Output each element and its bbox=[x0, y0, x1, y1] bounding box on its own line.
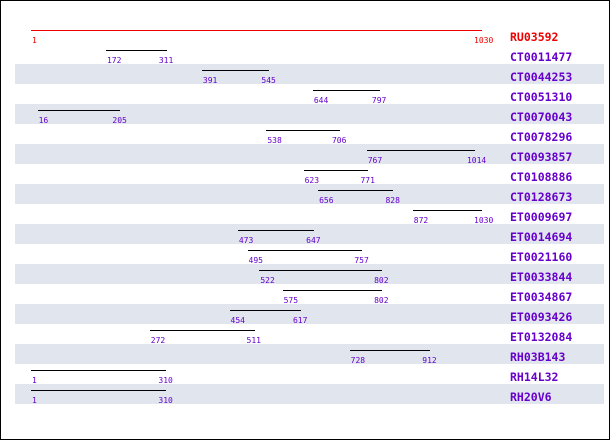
start-position: 728 bbox=[350, 356, 366, 365]
alignment-line bbox=[229, 310, 301, 311]
sequence-label[interactable]: CT0011477 bbox=[510, 50, 573, 64]
alignment-line bbox=[105, 50, 167, 51]
row-stripe bbox=[15, 144, 604, 164]
alignment-line bbox=[201, 70, 270, 71]
alignment-line bbox=[318, 190, 394, 191]
start-position: 391 bbox=[202, 76, 218, 85]
sequence-label[interactable]: CT0051310 bbox=[510, 90, 573, 104]
reference-sequence-label[interactable]: RU03592 bbox=[510, 30, 559, 44]
alignment-line bbox=[412, 210, 482, 211]
end-position: 310 bbox=[158, 376, 173, 385]
alignment-line bbox=[303, 170, 369, 171]
row-stripe bbox=[15, 64, 604, 84]
start-position: 575 bbox=[283, 296, 299, 305]
start-position: 473 bbox=[238, 236, 254, 245]
row-stripe bbox=[15, 344, 604, 364]
start-position: 172 bbox=[106, 56, 122, 65]
sequence-label[interactable]: CT0108886 bbox=[510, 170, 573, 184]
end-position: 545 bbox=[261, 76, 276, 85]
end-position: 912 bbox=[422, 356, 437, 365]
start-position: 1 bbox=[32, 36, 37, 45]
alignment-line bbox=[37, 110, 121, 111]
sequence-label[interactable]: ET0034867 bbox=[510, 290, 573, 304]
sequence-label[interactable]: ET0021160 bbox=[510, 250, 573, 264]
start-position: 454 bbox=[230, 316, 245, 325]
reference-line bbox=[31, 30, 482, 31]
sequence-label[interactable]: CT0093857 bbox=[510, 150, 573, 164]
sequence-label[interactable]: RH14L32 bbox=[510, 370, 559, 384]
end-position: 647 bbox=[306, 236, 321, 245]
alignment-line bbox=[149, 330, 255, 331]
start-position: 623 bbox=[304, 176, 320, 185]
row-stripe bbox=[15, 104, 604, 124]
alignment-line bbox=[259, 270, 383, 271]
alignment-line bbox=[247, 250, 363, 251]
start-position: 16 bbox=[38, 116, 49, 125]
alignment-line bbox=[31, 390, 167, 391]
end-position: 1030 bbox=[474, 36, 494, 45]
sequence-label[interactable]: RH20V6 bbox=[510, 390, 552, 404]
start-position: 872 bbox=[413, 216, 429, 225]
sequence-label[interactable]: RH03B143 bbox=[510, 350, 566, 364]
sequence-label[interactable]: ET0014694 bbox=[510, 230, 573, 244]
sequence-label[interactable]: CT0128673 bbox=[510, 190, 573, 204]
alignment-line bbox=[366, 150, 475, 151]
sequence-label[interactable]: ET0009697 bbox=[510, 210, 573, 224]
row-stripe bbox=[15, 224, 604, 244]
alignment-line bbox=[282, 290, 383, 291]
alignment-line bbox=[266, 130, 340, 131]
end-position: 797 bbox=[371, 96, 387, 105]
end-position: 802 bbox=[374, 276, 389, 285]
start-position: 495 bbox=[248, 256, 263, 265]
sequence-label[interactable]: ET0033844 bbox=[510, 270, 573, 284]
row-stripe bbox=[15, 384, 604, 404]
alignment-line bbox=[31, 370, 167, 371]
sequence-label[interactable]: CT0070043 bbox=[510, 110, 573, 124]
alignment-line bbox=[349, 350, 431, 351]
end-position: 311 bbox=[158, 56, 174, 65]
end-position: 706 bbox=[331, 136, 347, 145]
row-stripe bbox=[15, 184, 604, 204]
end-position: 617 bbox=[292, 316, 308, 325]
end-position: 310 bbox=[158, 396, 173, 405]
end-position: 1030 bbox=[474, 216, 494, 225]
row-stripe bbox=[15, 304, 604, 324]
sequence-label[interactable]: ET0093426 bbox=[510, 310, 573, 324]
start-position: 1 bbox=[32, 376, 37, 385]
end-position: 1014 bbox=[466, 156, 487, 165]
end-position: 511 bbox=[246, 336, 261, 345]
end-position: 802 bbox=[374, 296, 389, 305]
start-position: 1 bbox=[32, 396, 37, 405]
start-position: 522 bbox=[260, 276, 275, 285]
start-position: 656 bbox=[319, 196, 334, 205]
start-position: 644 bbox=[313, 96, 329, 105]
start-position: 767 bbox=[367, 156, 383, 165]
sequence-label[interactable]: CT0044253 bbox=[510, 70, 573, 84]
end-position: 828 bbox=[385, 196, 400, 205]
end-position: 205 bbox=[112, 116, 127, 125]
start-position: 272 bbox=[150, 336, 166, 345]
end-position: 771 bbox=[360, 176, 375, 185]
alignment-line bbox=[312, 90, 380, 91]
sequence-label[interactable]: CT0078296 bbox=[510, 130, 573, 144]
sequence-label[interactable]: ET0132084 bbox=[510, 330, 573, 344]
start-position: 538 bbox=[267, 136, 282, 145]
end-position: 757 bbox=[354, 256, 369, 265]
row-stripe bbox=[15, 264, 604, 284]
alignment-line bbox=[237, 230, 315, 231]
